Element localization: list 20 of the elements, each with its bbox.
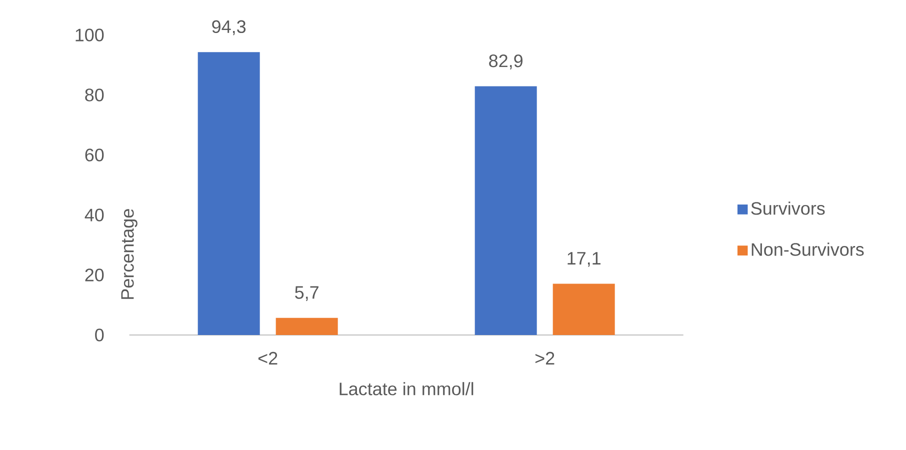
- y-tick-label: 100: [76, 28, 104, 42]
- data-label: 94,3: [212, 20, 246, 36]
- y-tick-label: 0: [95, 328, 104, 342]
- data-label: 17,1: [568, 252, 600, 267]
- x-tick-label: >2: [535, 352, 554, 364]
- x-axis-title: Lactate in mmol/l: [340, 382, 474, 396]
- bar: [198, 52, 260, 335]
- y-tick-label: 80: [85, 88, 104, 102]
- legend-label: Non-Survivors: [752, 242, 864, 256]
- legend-label: Survivors: [751, 202, 825, 215]
- bar: [474, 86, 537, 335]
- y-tick-label: 60: [85, 148, 104, 162]
- bar: [552, 284, 615, 335]
- bar: [276, 318, 338, 335]
- data-label: 5,7: [295, 286, 318, 301]
- y-tick-label: 20: [85, 268, 104, 282]
- y-axis-title: Percentage: [121, 209, 138, 299]
- x-tick-label: <2: [258, 352, 278, 364]
- data-label: 82,9: [489, 54, 522, 70]
- y-tick-label: 40: [84, 208, 104, 222]
